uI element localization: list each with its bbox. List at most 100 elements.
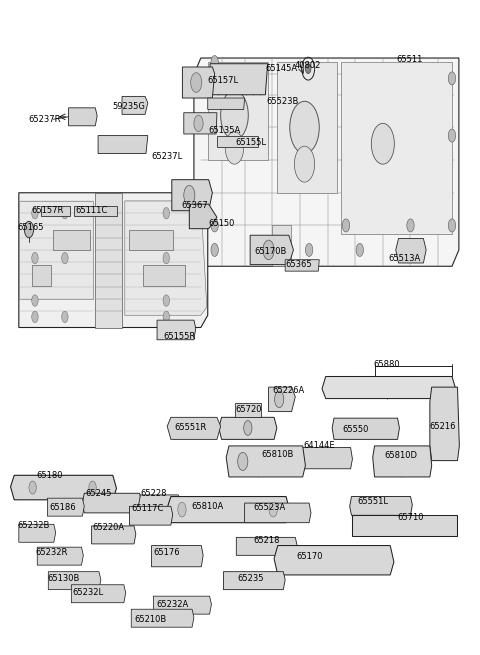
Circle shape [372, 123, 395, 164]
Polygon shape [352, 515, 457, 536]
Circle shape [305, 244, 313, 257]
Circle shape [275, 391, 284, 407]
Text: 65210B: 65210B [134, 614, 166, 624]
Polygon shape [74, 206, 117, 216]
Polygon shape [322, 377, 456, 398]
Polygon shape [245, 503, 311, 523]
Text: 65237R: 65237R [28, 115, 60, 124]
Polygon shape [194, 58, 459, 266]
Text: 65157L: 65157L [208, 75, 239, 84]
Polygon shape [219, 417, 277, 440]
Text: 65551R: 65551R [175, 423, 207, 432]
Polygon shape [217, 136, 257, 147]
Circle shape [163, 208, 169, 219]
Text: 65810A: 65810A [191, 502, 223, 511]
Circle shape [255, 244, 262, 257]
Polygon shape [92, 526, 136, 544]
Circle shape [448, 219, 456, 232]
Circle shape [61, 311, 68, 323]
Circle shape [342, 219, 349, 232]
Text: 65155R: 65155R [164, 332, 196, 341]
Polygon shape [182, 67, 215, 98]
Circle shape [294, 146, 315, 182]
Text: 65245: 65245 [85, 489, 111, 498]
Polygon shape [223, 572, 285, 590]
Circle shape [163, 252, 169, 264]
Text: 65150: 65150 [209, 219, 235, 229]
Text: 65232B: 65232B [17, 521, 49, 530]
Text: 65111C: 65111C [75, 206, 108, 215]
Circle shape [178, 502, 186, 517]
Polygon shape [157, 320, 196, 340]
Circle shape [194, 115, 203, 132]
Polygon shape [152, 546, 203, 567]
Polygon shape [189, 204, 217, 229]
Text: 65367: 65367 [181, 201, 208, 210]
Polygon shape [122, 96, 148, 115]
Text: 65117C: 65117C [131, 504, 164, 514]
Circle shape [290, 102, 319, 153]
Circle shape [29, 481, 36, 494]
Circle shape [24, 221, 34, 238]
Circle shape [356, 244, 363, 257]
Text: 65176: 65176 [154, 548, 180, 557]
Circle shape [184, 185, 195, 205]
Text: 65810B: 65810B [261, 449, 294, 458]
Text: 64144E: 64144E [303, 441, 335, 451]
Circle shape [225, 132, 244, 164]
Circle shape [163, 295, 169, 307]
Polygon shape [41, 206, 70, 216]
Polygon shape [69, 108, 97, 126]
Polygon shape [210, 64, 268, 95]
Polygon shape [48, 498, 84, 516]
Polygon shape [167, 496, 290, 523]
Text: 65720: 65720 [235, 405, 262, 415]
Text: 65235: 65235 [237, 574, 264, 583]
Circle shape [448, 129, 456, 142]
Polygon shape [172, 179, 212, 211]
Polygon shape [72, 585, 126, 603]
Text: 65216: 65216 [430, 422, 456, 431]
Polygon shape [349, 496, 412, 515]
Text: 65237L: 65237L [152, 151, 183, 160]
Circle shape [407, 219, 414, 232]
Circle shape [305, 64, 311, 73]
Circle shape [32, 311, 38, 323]
Circle shape [61, 208, 68, 219]
Polygon shape [235, 403, 261, 417]
Polygon shape [131, 609, 194, 627]
Circle shape [61, 252, 68, 264]
Text: 65365: 65365 [285, 260, 312, 269]
Text: 65170: 65170 [296, 552, 323, 561]
Polygon shape [184, 113, 217, 134]
Polygon shape [19, 524, 56, 542]
Text: 65228: 65228 [141, 489, 167, 498]
Polygon shape [277, 62, 337, 193]
Polygon shape [396, 238, 426, 263]
Circle shape [221, 90, 248, 140]
Polygon shape [125, 201, 207, 315]
Text: 65523A: 65523A [254, 502, 286, 512]
Text: 40802: 40802 [294, 61, 321, 70]
Text: 65170B: 65170B [255, 247, 287, 256]
Polygon shape [53, 229, 90, 250]
Text: 65810D: 65810D [384, 451, 418, 460]
Polygon shape [167, 417, 221, 440]
Circle shape [211, 244, 218, 257]
Circle shape [211, 219, 218, 232]
Polygon shape [19, 201, 93, 299]
Polygon shape [301, 447, 352, 469]
Text: 65130B: 65130B [48, 574, 80, 583]
Circle shape [407, 244, 414, 257]
Circle shape [211, 56, 218, 69]
Polygon shape [274, 546, 394, 575]
Circle shape [263, 240, 274, 260]
Polygon shape [11, 476, 117, 500]
Text: 65232R: 65232R [36, 548, 68, 557]
Polygon shape [98, 136, 148, 153]
Polygon shape [48, 572, 101, 590]
Polygon shape [226, 446, 305, 477]
Text: 65523B: 65523B [267, 97, 299, 106]
Text: 65155L: 65155L [235, 138, 266, 147]
Circle shape [32, 252, 38, 264]
